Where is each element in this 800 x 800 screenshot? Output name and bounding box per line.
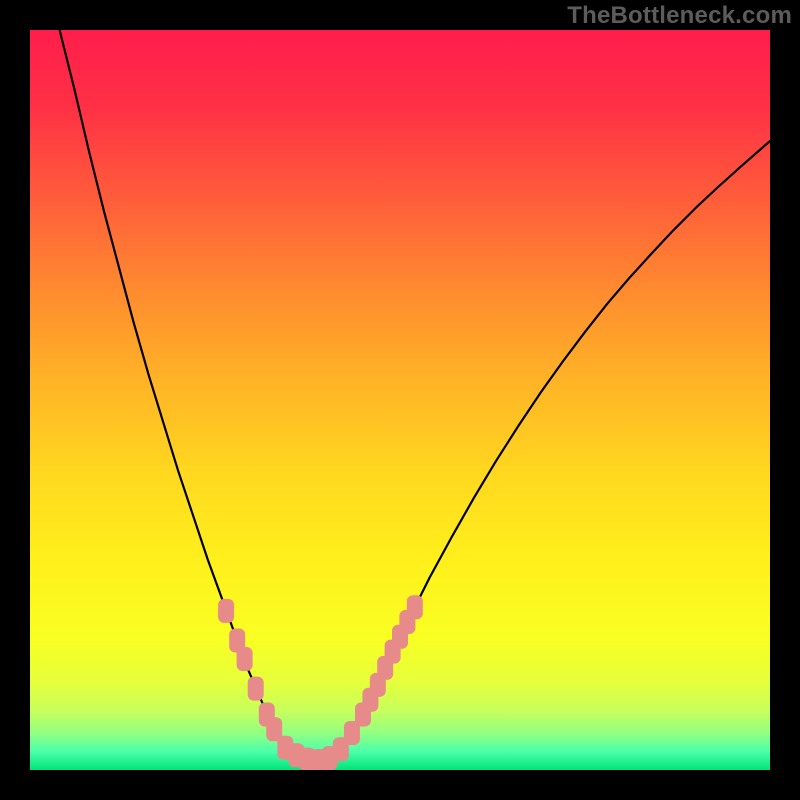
curve-marker bbox=[218, 599, 234, 623]
chart-frame: TheBottleneck.com bbox=[0, 0, 800, 800]
curve-marker bbox=[407, 595, 423, 619]
watermark-text: TheBottleneck.com bbox=[567, 2, 792, 30]
plot-svg bbox=[30, 30, 770, 770]
plot-area bbox=[30, 30, 770, 770]
curve-marker bbox=[248, 677, 264, 701]
curve-marker bbox=[237, 647, 253, 671]
